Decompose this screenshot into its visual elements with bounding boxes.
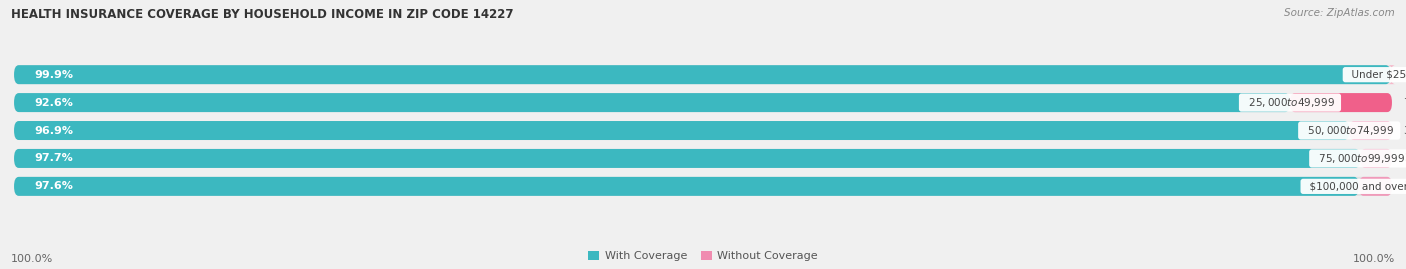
FancyBboxPatch shape: [14, 149, 1392, 168]
Text: Under $25,000: Under $25,000: [1346, 70, 1406, 80]
Text: 100.0%: 100.0%: [1353, 254, 1395, 264]
Text: 92.6%: 92.6%: [35, 98, 73, 108]
FancyBboxPatch shape: [14, 121, 1392, 140]
Text: Source: ZipAtlas.com: Source: ZipAtlas.com: [1284, 8, 1395, 18]
Text: 100.0%: 100.0%: [11, 254, 53, 264]
Text: HEALTH INSURANCE COVERAGE BY HOUSEHOLD INCOME IN ZIP CODE 14227: HEALTH INSURANCE COVERAGE BY HOUSEHOLD I…: [11, 8, 513, 21]
Text: $25,000 to $49,999: $25,000 to $49,999: [1241, 96, 1339, 109]
FancyBboxPatch shape: [14, 65, 1392, 84]
FancyBboxPatch shape: [1350, 121, 1392, 140]
FancyBboxPatch shape: [14, 93, 1289, 112]
Text: $75,000 to $99,999: $75,000 to $99,999: [1312, 152, 1406, 165]
Text: 97.7%: 97.7%: [35, 153, 73, 164]
Text: 96.9%: 96.9%: [35, 126, 73, 136]
Text: 2.4%: 2.4%: [1403, 181, 1406, 191]
FancyBboxPatch shape: [14, 121, 1350, 140]
Text: 7.4%: 7.4%: [1403, 98, 1406, 108]
Text: 2.3%: 2.3%: [1403, 153, 1406, 164]
Legend: With Coverage, Without Coverage: With Coverage, Without Coverage: [583, 246, 823, 266]
FancyBboxPatch shape: [1289, 93, 1392, 112]
Text: 99.9%: 99.9%: [35, 70, 73, 80]
Text: $100,000 and over: $100,000 and over: [1303, 181, 1406, 191]
FancyBboxPatch shape: [14, 177, 1358, 196]
FancyBboxPatch shape: [1388, 65, 1395, 84]
FancyBboxPatch shape: [1360, 149, 1392, 168]
Text: 97.6%: 97.6%: [35, 181, 73, 191]
Text: 3.1%: 3.1%: [1403, 126, 1406, 136]
FancyBboxPatch shape: [14, 177, 1392, 196]
Text: 0.15%: 0.15%: [1403, 70, 1406, 80]
Text: $50,000 to $74,999: $50,000 to $74,999: [1301, 124, 1398, 137]
FancyBboxPatch shape: [14, 149, 1360, 168]
FancyBboxPatch shape: [14, 93, 1392, 112]
FancyBboxPatch shape: [14, 65, 1391, 84]
FancyBboxPatch shape: [1358, 177, 1392, 196]
